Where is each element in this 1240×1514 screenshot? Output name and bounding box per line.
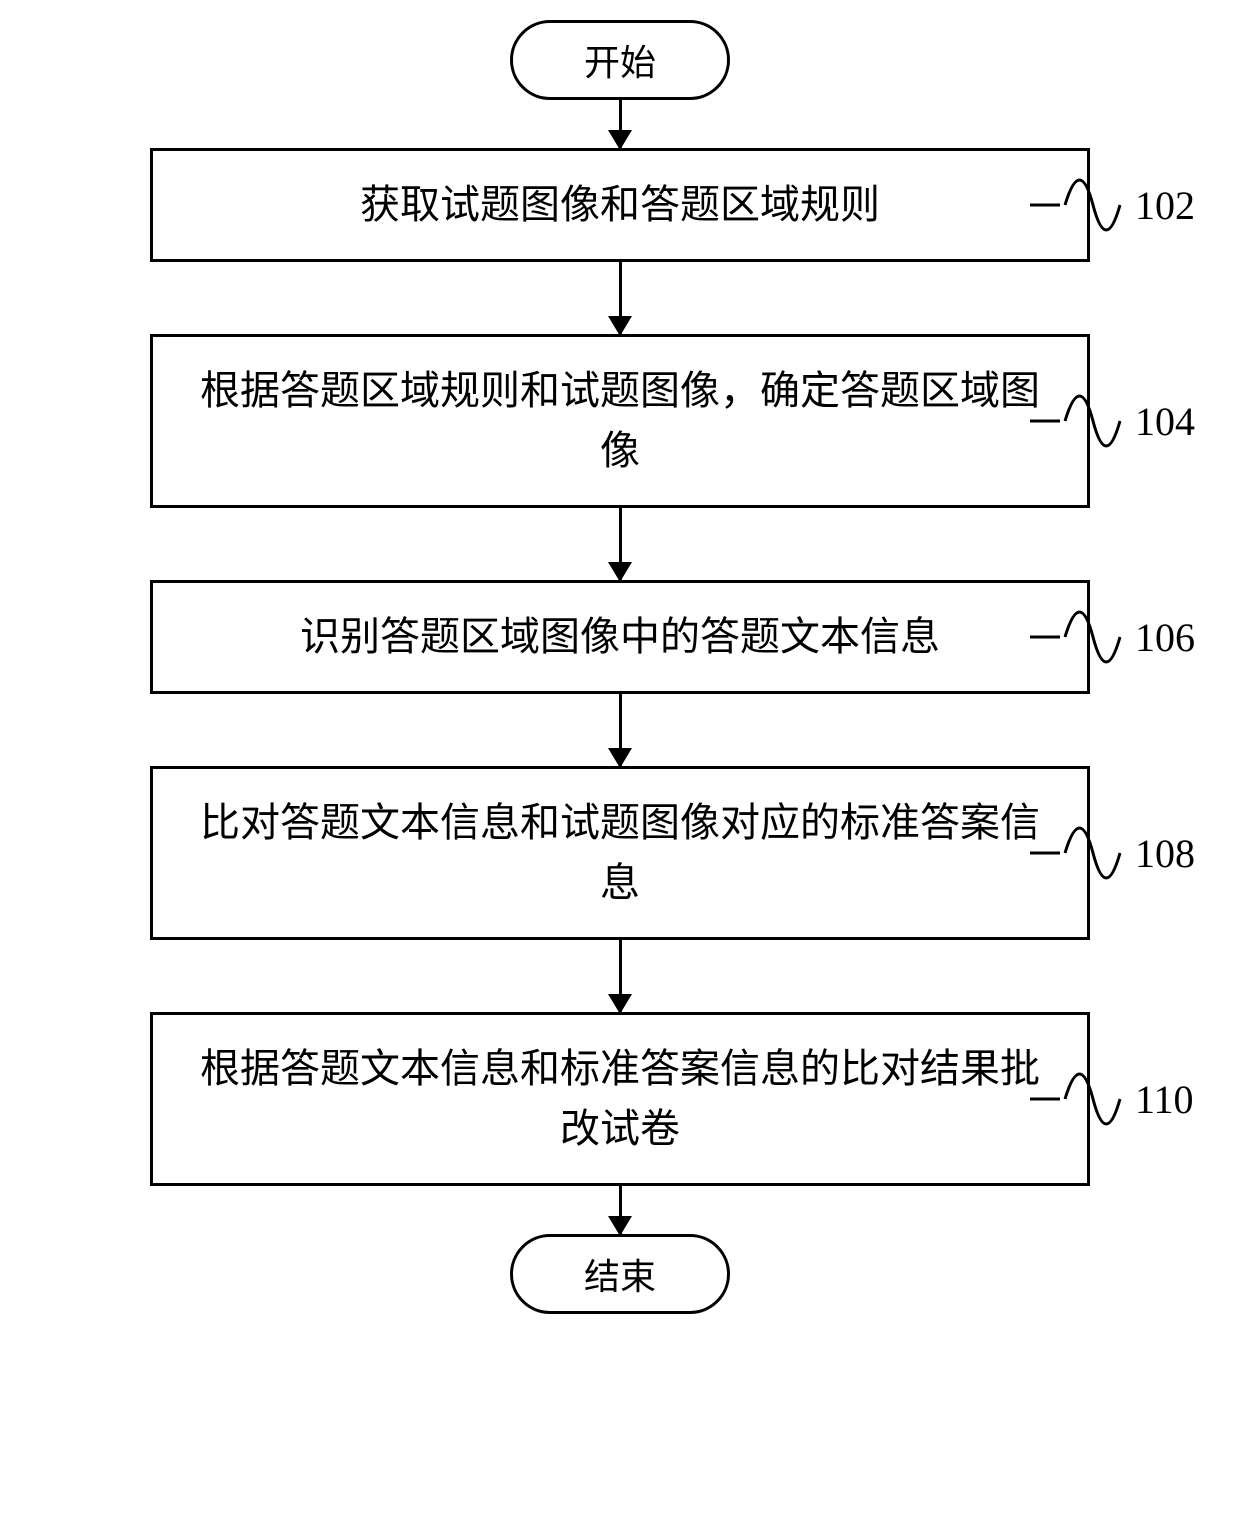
end-terminator: 结束 xyxy=(510,1234,730,1314)
connector-line xyxy=(1030,1098,1060,1101)
process-box: 根据答题区域规则和试题图像，确定答题区域图像 xyxy=(150,334,1090,508)
arrow-line xyxy=(619,694,622,766)
flowchart-step: 比对答题文本信息和试题图像对应的标准答案信息 108 xyxy=(90,766,1150,940)
step-label-marker: 110 xyxy=(1060,1039,1194,1159)
arrow-line xyxy=(619,940,622,1012)
process-box: 识别答题区域图像中的答题文本信息 xyxy=(150,580,1090,694)
flowchart-step: 获取试题图像和答题区域规则 102 xyxy=(90,148,1150,262)
arrow-line xyxy=(619,508,622,580)
step-label-marker: 104 xyxy=(1060,361,1195,481)
connector-line xyxy=(1030,636,1060,639)
arrow-connector xyxy=(150,940,1090,1012)
flowchart-step: 根据答题文本信息和标准答案信息的比对结果批改试卷 110 xyxy=(90,1012,1150,1186)
step-text: 识别答题区域图像中的答题文本信息 xyxy=(300,607,940,667)
step-label-marker: 106 xyxy=(1060,577,1195,697)
sine-wave-icon xyxy=(1060,361,1125,481)
process-box: 比对答题文本信息和试题图像对应的标准答案信息 xyxy=(150,766,1090,940)
step-label-marker: 102 xyxy=(1060,145,1195,265)
sine-wave-icon xyxy=(1060,577,1125,697)
step-label-marker: 108 xyxy=(1060,793,1195,913)
step-text: 比对答题文本信息和试题图像对应的标准答案信息 xyxy=(183,793,1057,913)
process-box: 获取试题图像和答题区域规则 xyxy=(150,148,1090,262)
flowchart-step: 识别答题区域图像中的答题文本信息 106 xyxy=(90,580,1150,694)
sine-wave-icon xyxy=(1060,145,1125,265)
start-label: 开始 xyxy=(584,34,656,86)
arrow-line xyxy=(619,100,622,148)
step-text: 根据答题区域规则和试题图像，确定答题区域图像 xyxy=(183,361,1057,481)
connector-line xyxy=(1030,852,1060,855)
arrow-connector xyxy=(150,100,1090,148)
flowchart-step: 根据答题区域规则和试题图像，确定答题区域图像 104 xyxy=(90,334,1150,508)
step-text: 根据答题文本信息和标准答案信息的比对结果批改试卷 xyxy=(183,1039,1057,1159)
step-number: 102 xyxy=(1135,182,1195,229)
arrow-connector xyxy=(150,262,1090,334)
sine-wave-icon xyxy=(1060,793,1125,913)
step-text: 获取试题图像和答题区域规则 xyxy=(360,175,880,235)
flowchart-container: 开始 获取试题图像和答题区域规则 102 根据答题区域规则和试题图像，确定答题区… xyxy=(90,20,1150,1314)
step-number: 106 xyxy=(1135,614,1195,661)
start-terminator: 开始 xyxy=(510,20,730,100)
step-number: 108 xyxy=(1135,830,1195,877)
sine-wave-icon xyxy=(1060,1039,1125,1159)
process-box: 根据答题文本信息和标准答案信息的比对结果批改试卷 xyxy=(150,1012,1090,1186)
arrow-connector xyxy=(150,694,1090,766)
arrow-line xyxy=(619,262,622,334)
connector-line xyxy=(1030,204,1060,207)
connector-line xyxy=(1030,420,1060,423)
end-label: 结束 xyxy=(584,1248,656,1300)
arrow-connector xyxy=(150,508,1090,580)
arrow-line xyxy=(619,1186,622,1234)
step-number: 110 xyxy=(1135,1076,1194,1123)
arrow-connector xyxy=(150,1186,1090,1234)
step-number: 104 xyxy=(1135,398,1195,445)
